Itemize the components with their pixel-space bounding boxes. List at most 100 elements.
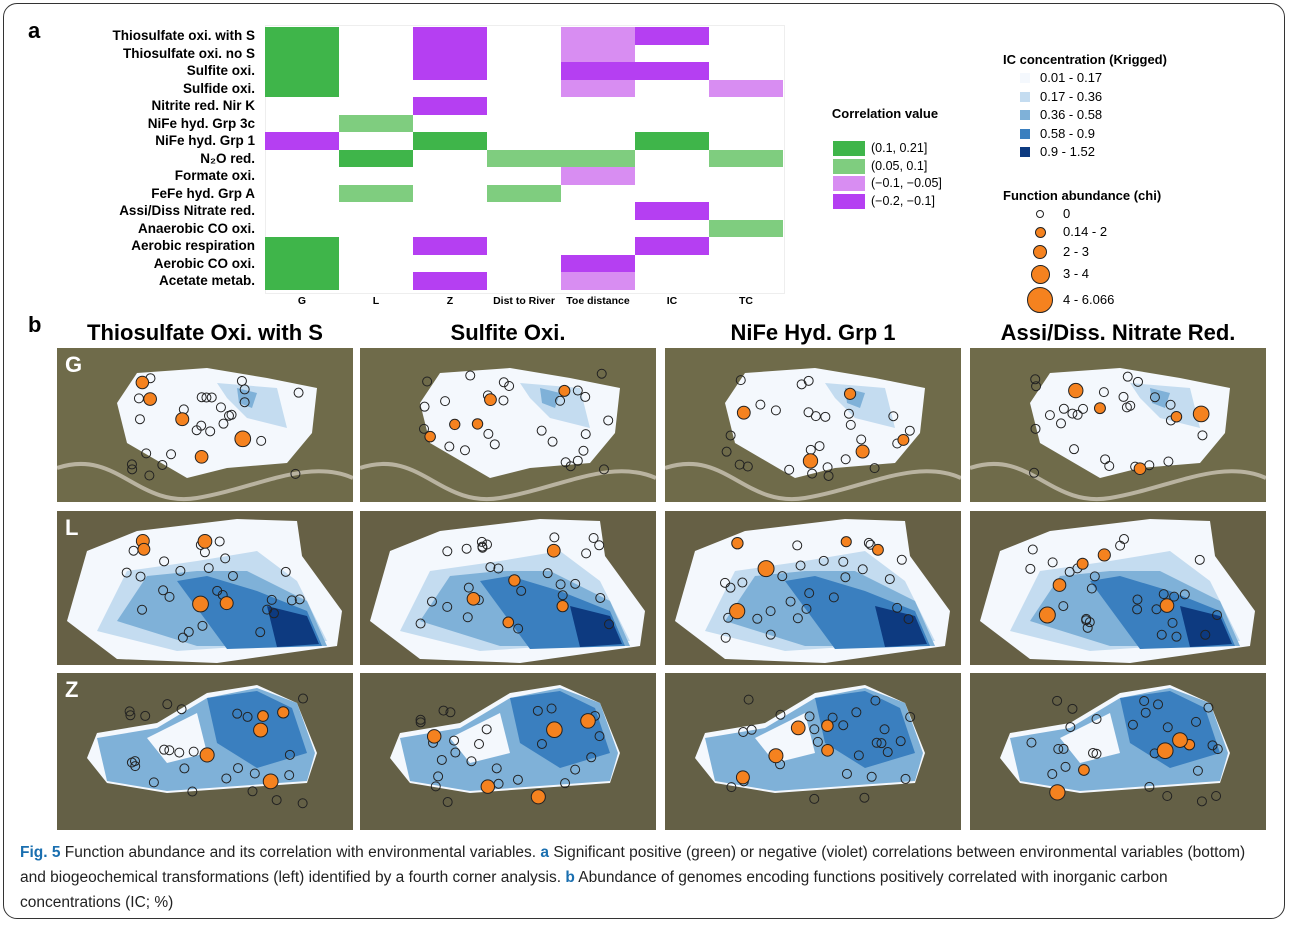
map-shape — [247, 786, 258, 797]
map-shape — [818, 555, 829, 566]
map-shape — [442, 797, 453, 808]
legend-circle — [1033, 245, 1047, 259]
heatmap-cell — [487, 184, 561, 202]
heatmap-cell — [561, 44, 635, 62]
map-shape — [158, 585, 169, 596]
row-label: G — [65, 352, 83, 377]
map-shape — [604, 619, 615, 630]
heatmap-cell — [635, 27, 709, 45]
map-shape — [262, 773, 279, 790]
map-shape — [290, 468, 301, 479]
map-shape — [294, 594, 305, 605]
map-shape — [725, 430, 736, 441]
map-shape — [547, 436, 558, 447]
map-shape — [256, 435, 267, 446]
map-shape — [450, 747, 461, 758]
map-shape — [884, 574, 895, 585]
map-shape — [130, 761, 141, 772]
map-shape — [784, 464, 795, 475]
map-tile — [360, 673, 656, 830]
map-shape — [549, 532, 560, 543]
map-shape — [266, 594, 277, 605]
map-shape — [603, 415, 614, 426]
row-label: Thiosulfate oxi. no S — [122, 45, 255, 61]
map-shape — [1194, 554, 1205, 565]
row-label: Assi/Diss Nitrate red. — [119, 203, 255, 218]
map-shape — [725, 582, 736, 593]
heatmap-cell — [561, 167, 635, 185]
map-shape — [297, 798, 308, 809]
map-shape — [513, 623, 524, 634]
map-shape — [134, 414, 145, 425]
map-shape — [1156, 742, 1174, 760]
row-label: Sulfide oxi. — [182, 80, 255, 96]
legend-label: 2 - 3 — [1063, 244, 1090, 259]
map-shape — [596, 368, 607, 379]
heatmap-cell — [709, 219, 783, 237]
map-shape — [255, 627, 266, 638]
map-tile: Z — [57, 673, 353, 830]
map-shape — [765, 629, 776, 640]
heatmap-cell — [265, 237, 339, 255]
map-shape — [126, 459, 137, 470]
map-shape — [853, 750, 864, 761]
map-shape — [872, 543, 884, 556]
map-shape — [734, 459, 745, 470]
map-image — [970, 348, 1266, 502]
map-shape — [508, 574, 521, 587]
map-shape — [845, 419, 856, 430]
map-shape — [1093, 402, 1106, 415]
map-shape — [1031, 381, 1042, 392]
legend-label: 0.58 - 0.9 — [1040, 125, 1095, 141]
map-image — [57, 673, 353, 830]
map-shape — [580, 429, 591, 440]
map-shape — [770, 405, 781, 416]
map-tile — [360, 511, 656, 665]
row-label: Formate oxi. — [174, 168, 255, 183]
map-shape — [840, 536, 852, 548]
map-shape — [192, 595, 209, 613]
map-shape — [444, 441, 455, 452]
map-shape — [536, 738, 547, 749]
map-shape — [221, 773, 232, 784]
map-shape — [1132, 376, 1143, 387]
map-shape — [827, 712, 838, 723]
map-shape — [489, 439, 500, 450]
legend-label: 0.01 - 0.17 — [1040, 70, 1103, 85]
map-shape — [665, 461, 961, 502]
map-shape — [1171, 631, 1182, 642]
map-shape — [512, 774, 523, 785]
map-shape — [450, 713, 510, 763]
map-shape — [1086, 583, 1097, 594]
legend-label: 3 - 4 — [1063, 266, 1090, 281]
map-shape — [866, 771, 877, 782]
heatmap-cell — [413, 27, 487, 45]
map-shape — [1076, 557, 1089, 570]
map-shape — [177, 632, 188, 643]
map-shape — [882, 747, 893, 758]
map-shape — [757, 560, 775, 578]
heatmap-cell — [413, 97, 487, 115]
map-shape — [1118, 391, 1129, 402]
map-shape — [445, 707, 456, 718]
map-shape — [201, 392, 212, 403]
map-image — [57, 348, 353, 502]
map-tile — [360, 348, 656, 502]
map-shape — [148, 777, 159, 788]
map-shape — [570, 578, 581, 589]
map-shape — [1203, 702, 1214, 713]
map-shape — [1197, 430, 1208, 441]
map-shape — [1091, 713, 1102, 724]
map-shape — [183, 626, 194, 637]
caption-text: a — [540, 844, 550, 861]
map-shape — [542, 568, 553, 579]
column-label: G — [297, 294, 307, 307]
map-shape — [477, 541, 488, 552]
map-shape — [1172, 732, 1188, 748]
heatmap-cell — [339, 114, 413, 132]
map-tile — [665, 673, 961, 830]
map-shape — [159, 744, 170, 755]
heatmap-cell — [561, 27, 635, 45]
heatmap-cell — [413, 44, 487, 62]
map-shape — [1156, 629, 1167, 640]
